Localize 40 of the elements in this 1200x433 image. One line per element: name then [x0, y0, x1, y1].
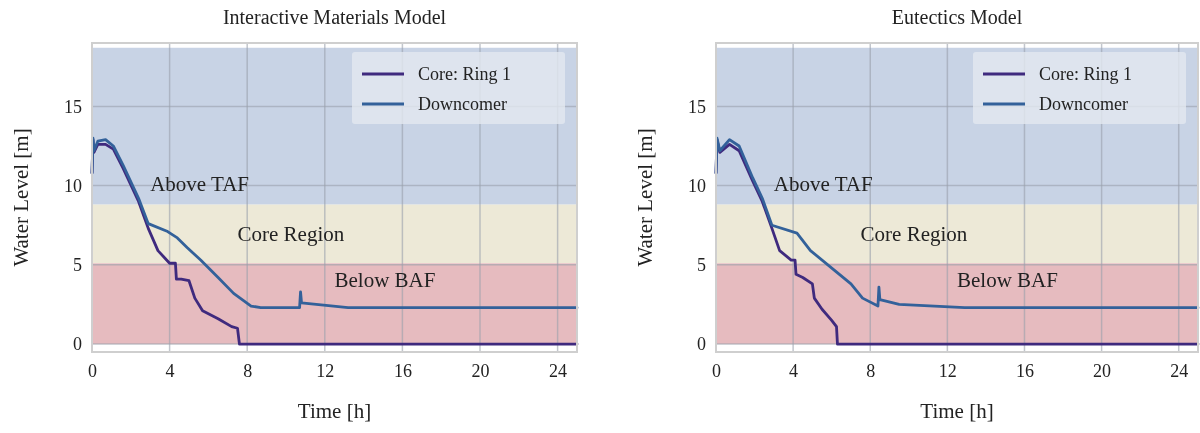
legend-label: Core: Ring 1	[418, 64, 511, 84]
y-axis-title: Water Level [m]	[9, 128, 33, 267]
x-tick-label: 12	[938, 360, 957, 381]
y-tick-label: 5	[73, 255, 82, 276]
legend-label: Downcomer	[418, 94, 507, 114]
band-label: Core Region	[237, 221, 345, 246]
x-tick-label: 0	[712, 360, 721, 381]
chart-title: Eutectics Model	[891, 6, 1023, 28]
x-tick-label: 8	[866, 360, 876, 381]
x-tick-label: 20	[1093, 360, 1112, 381]
x-axis-title: Time [h]	[297, 399, 372, 423]
x-tick-label: 0	[88, 360, 97, 381]
x-tick-label: 24	[549, 360, 568, 381]
x-tick-label: 4	[165, 360, 175, 381]
y-tick-label: 10	[64, 175, 82, 196]
band-label: Core Region	[860, 221, 968, 246]
x-tick-label: 12	[316, 360, 335, 381]
x-tick-label: 4	[789, 360, 799, 381]
y-axis-title: Water Level [m]	[633, 128, 657, 267]
legend-label: Downcomer	[1039, 94, 1128, 114]
band-label: Below BAF	[957, 268, 1058, 293]
y-tick-label: 10	[688, 175, 706, 196]
band-label: Above TAF	[150, 171, 250, 196]
band-label: Above TAF	[773, 171, 873, 196]
y-tick-label: 15	[64, 96, 82, 117]
line-series	[714, 136, 1200, 310]
legend-label: Core: Ring 1	[1039, 64, 1132, 84]
line-series	[90, 136, 579, 310]
y-tick-label: 0	[697, 334, 706, 355]
x-tick-label: 16	[393, 360, 412, 381]
x-tick-label: 8	[243, 360, 253, 381]
chart-title: Interactive Materials Model	[222, 6, 447, 28]
y-tick-label: 0	[73, 334, 82, 355]
y-tick-label: 15	[688, 96, 706, 117]
x-tick-label: 24	[1170, 360, 1189, 381]
y-tick-label: 5	[697, 255, 706, 276]
x-tick-label: 20	[471, 360, 490, 381]
band-label: Below BAF	[334, 268, 436, 293]
x-tick-label: 16	[1015, 360, 1034, 381]
x-axis-title: Time [h]	[920, 399, 994, 423]
